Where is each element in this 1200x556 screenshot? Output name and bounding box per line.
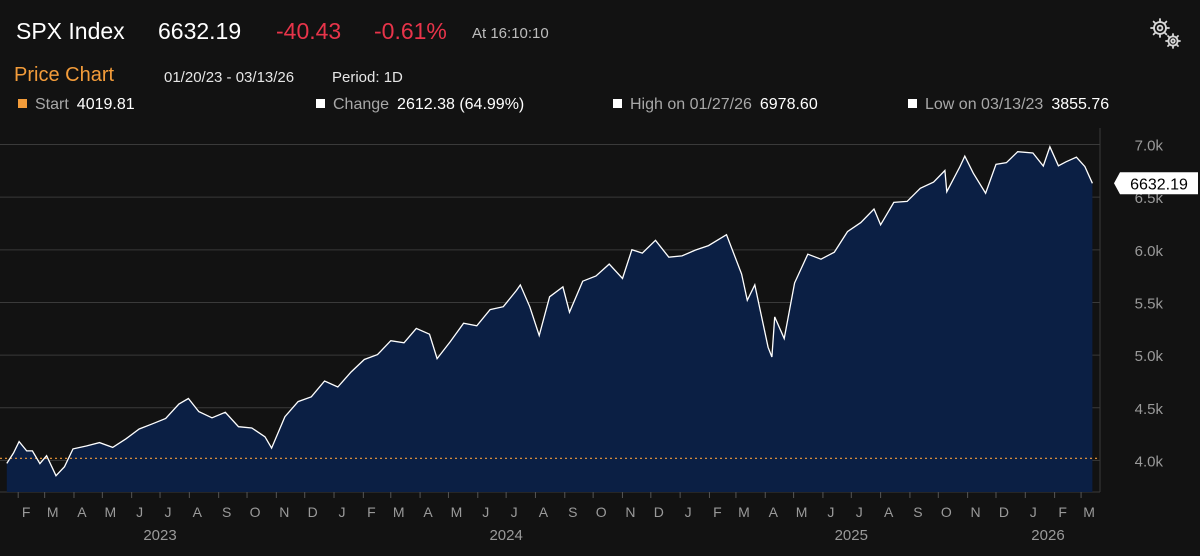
x-month-label: N [625,504,635,520]
x-month-label: F [713,504,722,520]
x-month-label: J [685,504,692,520]
x-axis: F M A M J J A S O N D J F M A M J J A S O N D J F M A M J J A S O N D J F M20… [17,492,1095,544]
x-month-label: A [539,504,549,520]
x-month-label: J [827,504,834,520]
y-tick-label: 5.0k [1135,348,1164,365]
x-month-label: J [136,504,143,520]
last-price-label: 6632.19 [1114,172,1198,195]
x-month-label: A [769,504,779,520]
period-selector[interactable]: Period: 1D [332,69,403,86]
stat-marker [18,99,27,108]
chart-title: Price Chart [14,64,115,86]
x-month-label: F [22,504,31,520]
y-axis: 4.0k 4.5k 5.0k 5.5k 6.0k 6.5k 7.0k [1135,138,1164,471]
percent-change: -0.61% [374,18,447,44]
stat-value: 6978.60 [759,96,818,113]
stat-value: 4019.81 [76,96,135,113]
x-month-label: A [884,504,894,520]
x-year-label: 2026 [1031,527,1064,544]
date-range[interactable]: 01/20/23 - 03/13/26 [164,69,295,86]
stat-value: 2612.38 (64.99%) [397,96,525,113]
x-month-label: J [856,504,863,520]
x-month-label: J [339,504,346,520]
x-month-label: M [47,504,59,520]
stat-marker [613,99,622,108]
y-tick-label: 6.5k [1135,190,1164,207]
net-change: -40.43 [276,18,342,44]
x-month-label: M [1083,504,1095,520]
x-month-label: M [451,504,463,520]
price-line [6,145,1093,477]
gears-icon[interactable] [1146,14,1186,54]
x-month-label: S [913,504,922,520]
stat-label: Change [333,96,390,113]
x-month-label: M [393,504,405,520]
x-month-label: J [165,504,172,520]
x-month-label: J [1030,504,1037,520]
x-month-label: N [971,504,981,520]
stat-label: Start [35,96,69,113]
x-month-label: O [941,504,952,520]
last-price: 6632.19 [158,18,242,44]
x-year-label: 2025 [835,527,868,544]
y-tick-label: 7.0k [1135,138,1164,155]
stat-start: Start 4019.81 [18,96,135,114]
x-month-label: D [308,504,318,520]
x-month-label: F [1058,504,1067,520]
stat-high: High on 01/27/26 6978.60 [613,96,818,114]
stat-low: Low on 03/13/23 3855.76 [908,96,1109,114]
x-month-label: D [999,504,1009,520]
x-month-label: M [738,504,750,520]
last-price-value: 6632.19 [1130,176,1188,193]
x-month-label: J [482,504,489,520]
quote-time: At 16:10:10 [472,25,549,42]
x-month-label: S [222,504,231,520]
price-area-fill [6,146,1093,493]
last-price-badge [1114,172,1198,195]
quote-header: SPX Index 6632.19 -40.43 -0.61% At 16:10… [0,0,1200,60]
x-month-label: J [511,504,518,520]
x-month-label: O [596,504,607,520]
stat-label: Low on 03/13/23 [925,96,1044,113]
ticker-symbol: SPX Index [16,18,125,44]
x-month-label: A [77,504,87,520]
x-month-label: A [423,504,433,520]
stat-marker [908,99,917,108]
x-month-label: M [105,504,117,520]
y-tick-label: 4.5k [1135,401,1164,418]
y-tick-label: 6.0k [1135,243,1164,260]
x-year-label: 2023 [143,527,176,544]
x-month-label: O [250,504,261,520]
x-month-label: A [193,504,203,520]
y-tick-label: 5.5k [1135,295,1164,312]
x-month-label: F [367,504,376,520]
x-month-label: N [279,504,289,520]
x-month-label: D [654,504,664,520]
x-year-label: 2024 [489,527,522,544]
y-tick-label: 4.0k [1135,453,1164,470]
x-month-label: M [796,504,808,520]
stat-value: 3855.76 [1051,96,1110,113]
stat-marker [316,99,325,108]
stats-legend: Start 4019.81 Change 2612.38 (64.99%) High… [0,96,1200,120]
stat-label: High on 01/27/26 [630,96,752,113]
x-month-label: S [568,504,577,520]
chart-subheader: Price Chart 01/20/23 - 03/13/26 Period: … [0,62,1200,92]
stat-change: Change 2612.38 (64.99%) [316,96,524,114]
